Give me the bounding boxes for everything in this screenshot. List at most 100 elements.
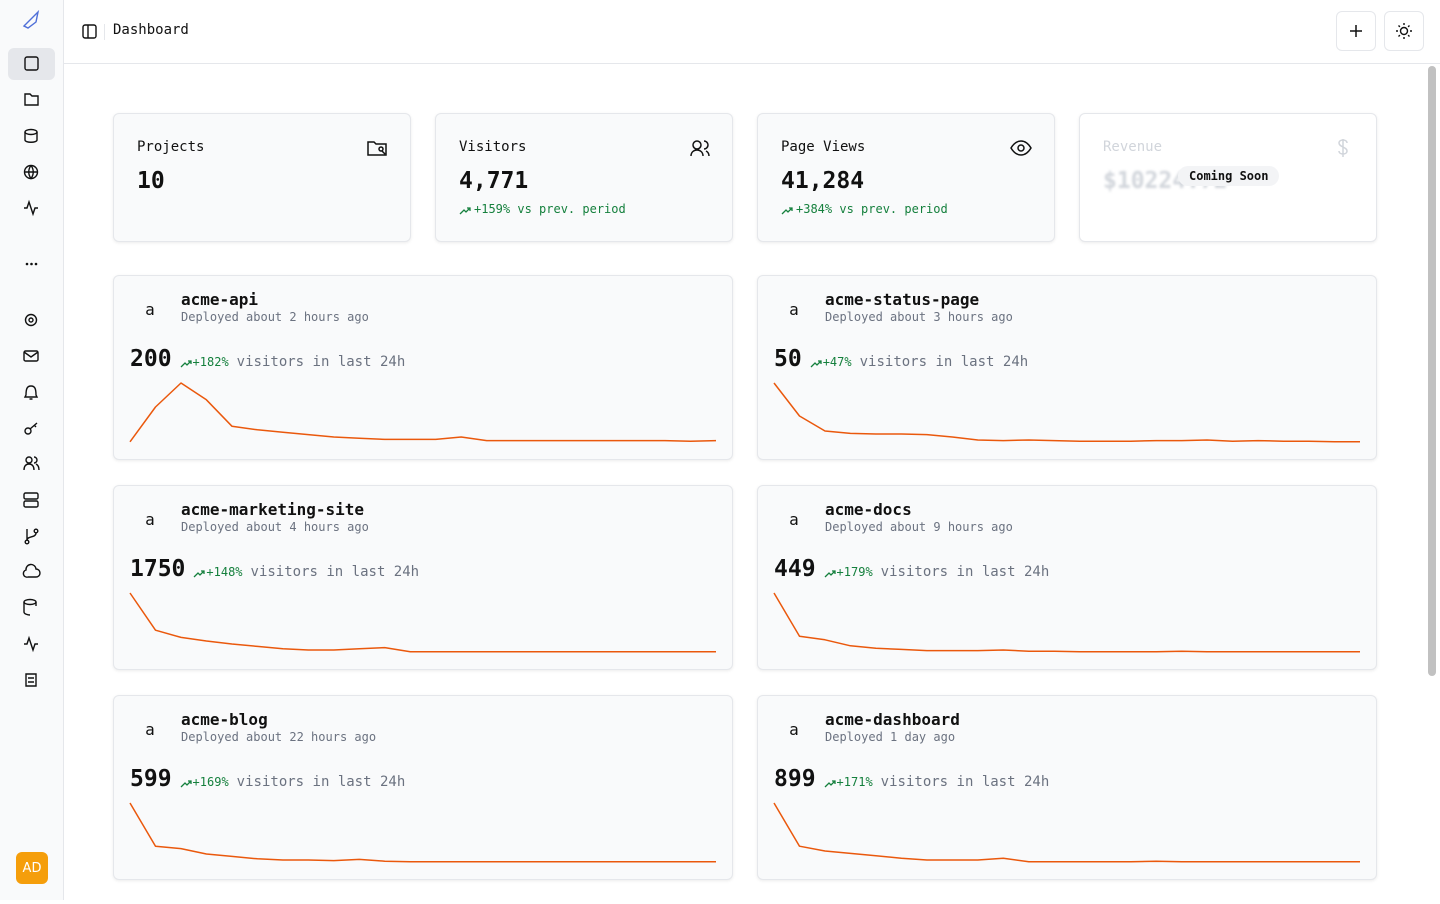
visitor-caption: visitors in last 24h xyxy=(236,354,406,370)
sparkline-line xyxy=(773,382,1360,443)
project-avatar: a xyxy=(789,510,799,529)
icon-part xyxy=(23,500,39,508)
nav-icon[interactable] xyxy=(22,563,41,578)
user-avatar[interactable]: AD xyxy=(16,852,48,884)
trend-icon xyxy=(781,207,793,215)
more[interactable] xyxy=(25,262,38,266)
stat-card: Page Views 41,284 +384% vs prev. period xyxy=(757,113,1055,242)
trend-icon xyxy=(459,207,471,215)
project-card[interactable]: a acme-dashboard Deployed 1 day ago 899 +171… xyxy=(757,695,1377,880)
visitor-change: +148% xyxy=(206,565,243,579)
project-card[interactable]: a acme-blog Deployed about 22 hours ago 599… xyxy=(113,695,733,880)
top-bar: Dashboard xyxy=(64,0,1440,64)
sparkline-line xyxy=(773,802,1360,863)
nav-icon[interactable] xyxy=(24,199,38,217)
sparkline xyxy=(773,592,1360,653)
visitor-change: +169% xyxy=(192,775,229,789)
project-avatar: a xyxy=(789,300,799,319)
visitor-count: 449 xyxy=(774,556,816,582)
nav-icon[interactable] xyxy=(24,56,39,71)
divider xyxy=(104,24,105,40)
theme-toggle[interactable] xyxy=(1384,11,1424,51)
stat-label: Page Views xyxy=(781,139,866,155)
sidebar-toggle[interactable] xyxy=(82,24,98,40)
icon-part xyxy=(23,456,40,471)
sparkline xyxy=(773,802,1360,863)
stat-label: Projects xyxy=(137,139,205,155)
project-card[interactable]: a acme-docs Deployed about 9 hours ago 449 +… xyxy=(757,485,1377,670)
visitor-caption: visitors in last 24h xyxy=(859,354,1029,370)
stat-icon xyxy=(1338,139,1348,157)
nav-icon[interactable] xyxy=(24,427,32,435)
project-card[interactable]: a acme-api Deployed about 2 hours ago 200 +1… xyxy=(113,275,733,460)
nav-icon[interactable] xyxy=(23,598,37,606)
stat-label: Revenue xyxy=(1103,139,1163,155)
trend-icon xyxy=(180,360,192,368)
icon-part xyxy=(33,528,39,534)
project-avatar: a xyxy=(145,720,155,739)
deploy-time: Deployed about 2 hours ago xyxy=(181,310,369,324)
visitor-caption: visitors in last 24h xyxy=(236,774,406,790)
sidebar: AD xyxy=(0,0,64,900)
sparkline-line xyxy=(129,802,716,863)
nav-icon[interactable] xyxy=(23,350,39,362)
nav-icon[interactable] xyxy=(23,492,39,500)
stat-card: Projects 10 xyxy=(113,113,411,242)
nav-icon[interactable] xyxy=(24,635,38,653)
trend-icon xyxy=(180,780,192,788)
stat-icon xyxy=(1010,140,1032,156)
nav-icon[interactable] xyxy=(24,93,39,106)
visitor-count: 599 xyxy=(130,766,172,792)
deploy-time: Deployed about 4 hours ago xyxy=(181,520,369,534)
add-button[interactable] xyxy=(1336,11,1376,51)
nav-icon[interactable] xyxy=(25,456,33,464)
stat-icon xyxy=(690,140,710,157)
project-name: acme-marketing-site xyxy=(181,500,365,519)
project-avatar: a xyxy=(145,510,155,529)
nav-icon[interactable] xyxy=(23,385,39,400)
deploy-time: Deployed about 3 hours ago xyxy=(825,310,1013,324)
icon-part xyxy=(29,422,38,430)
project-name: acme-status-page xyxy=(825,290,980,309)
stat-value: 10 xyxy=(137,168,165,194)
stat-icon xyxy=(367,141,387,156)
deploy-time: Deployed about 9 hours ago xyxy=(825,520,1013,534)
trend-icon xyxy=(193,570,206,578)
project-name: acme-blog xyxy=(181,710,268,729)
scrollbar[interactable] xyxy=(1428,66,1436,676)
visitor-caption: visitors in last 24h xyxy=(880,564,1050,580)
visitor-change: +179% xyxy=(836,565,873,579)
page-title: Dashboard xyxy=(113,22,189,38)
project-name: acme-docs xyxy=(825,500,912,519)
nav-icon[interactable] xyxy=(25,673,37,687)
visitor-count: 50 xyxy=(774,346,802,372)
nav-icon[interactable] xyxy=(24,128,38,136)
deploy-time: Deployed about 22 hours ago xyxy=(181,730,377,744)
icon-part xyxy=(24,132,38,143)
sparkline xyxy=(129,802,716,863)
nav-icon[interactable] xyxy=(24,539,30,545)
project-card[interactable]: a acme-status-page Deployed about 3 hours … xyxy=(757,275,1377,460)
visitor-change: +47% xyxy=(822,355,852,369)
visitor-change: +182% xyxy=(192,355,229,369)
trend-icon xyxy=(810,360,822,368)
active-item[interactable] xyxy=(8,48,55,80)
icon-part xyxy=(28,317,34,323)
sparkline xyxy=(129,592,716,653)
logo xyxy=(22,9,40,29)
trend-icon xyxy=(824,570,836,578)
sparkline-line xyxy=(129,592,716,653)
trend-icon xyxy=(824,780,836,788)
project-card[interactable]: a acme-marketing-site Deployed about 4 hou… xyxy=(113,485,733,670)
stat-value: 41,284 xyxy=(781,168,865,194)
sparkline xyxy=(773,382,1360,443)
badge: Coming Soon xyxy=(1178,166,1280,186)
visitor-count: 899 xyxy=(774,766,816,792)
nav-icon[interactable] xyxy=(24,313,38,327)
project-avatar: a xyxy=(789,720,799,739)
visitor-caption: visitors in last 24h xyxy=(250,564,420,580)
sidebar-icons xyxy=(8,9,55,687)
visitor-caption: visitors in last 24h xyxy=(880,774,1050,790)
visitor-count: 200 xyxy=(130,346,172,372)
sparkline-line xyxy=(129,382,717,443)
